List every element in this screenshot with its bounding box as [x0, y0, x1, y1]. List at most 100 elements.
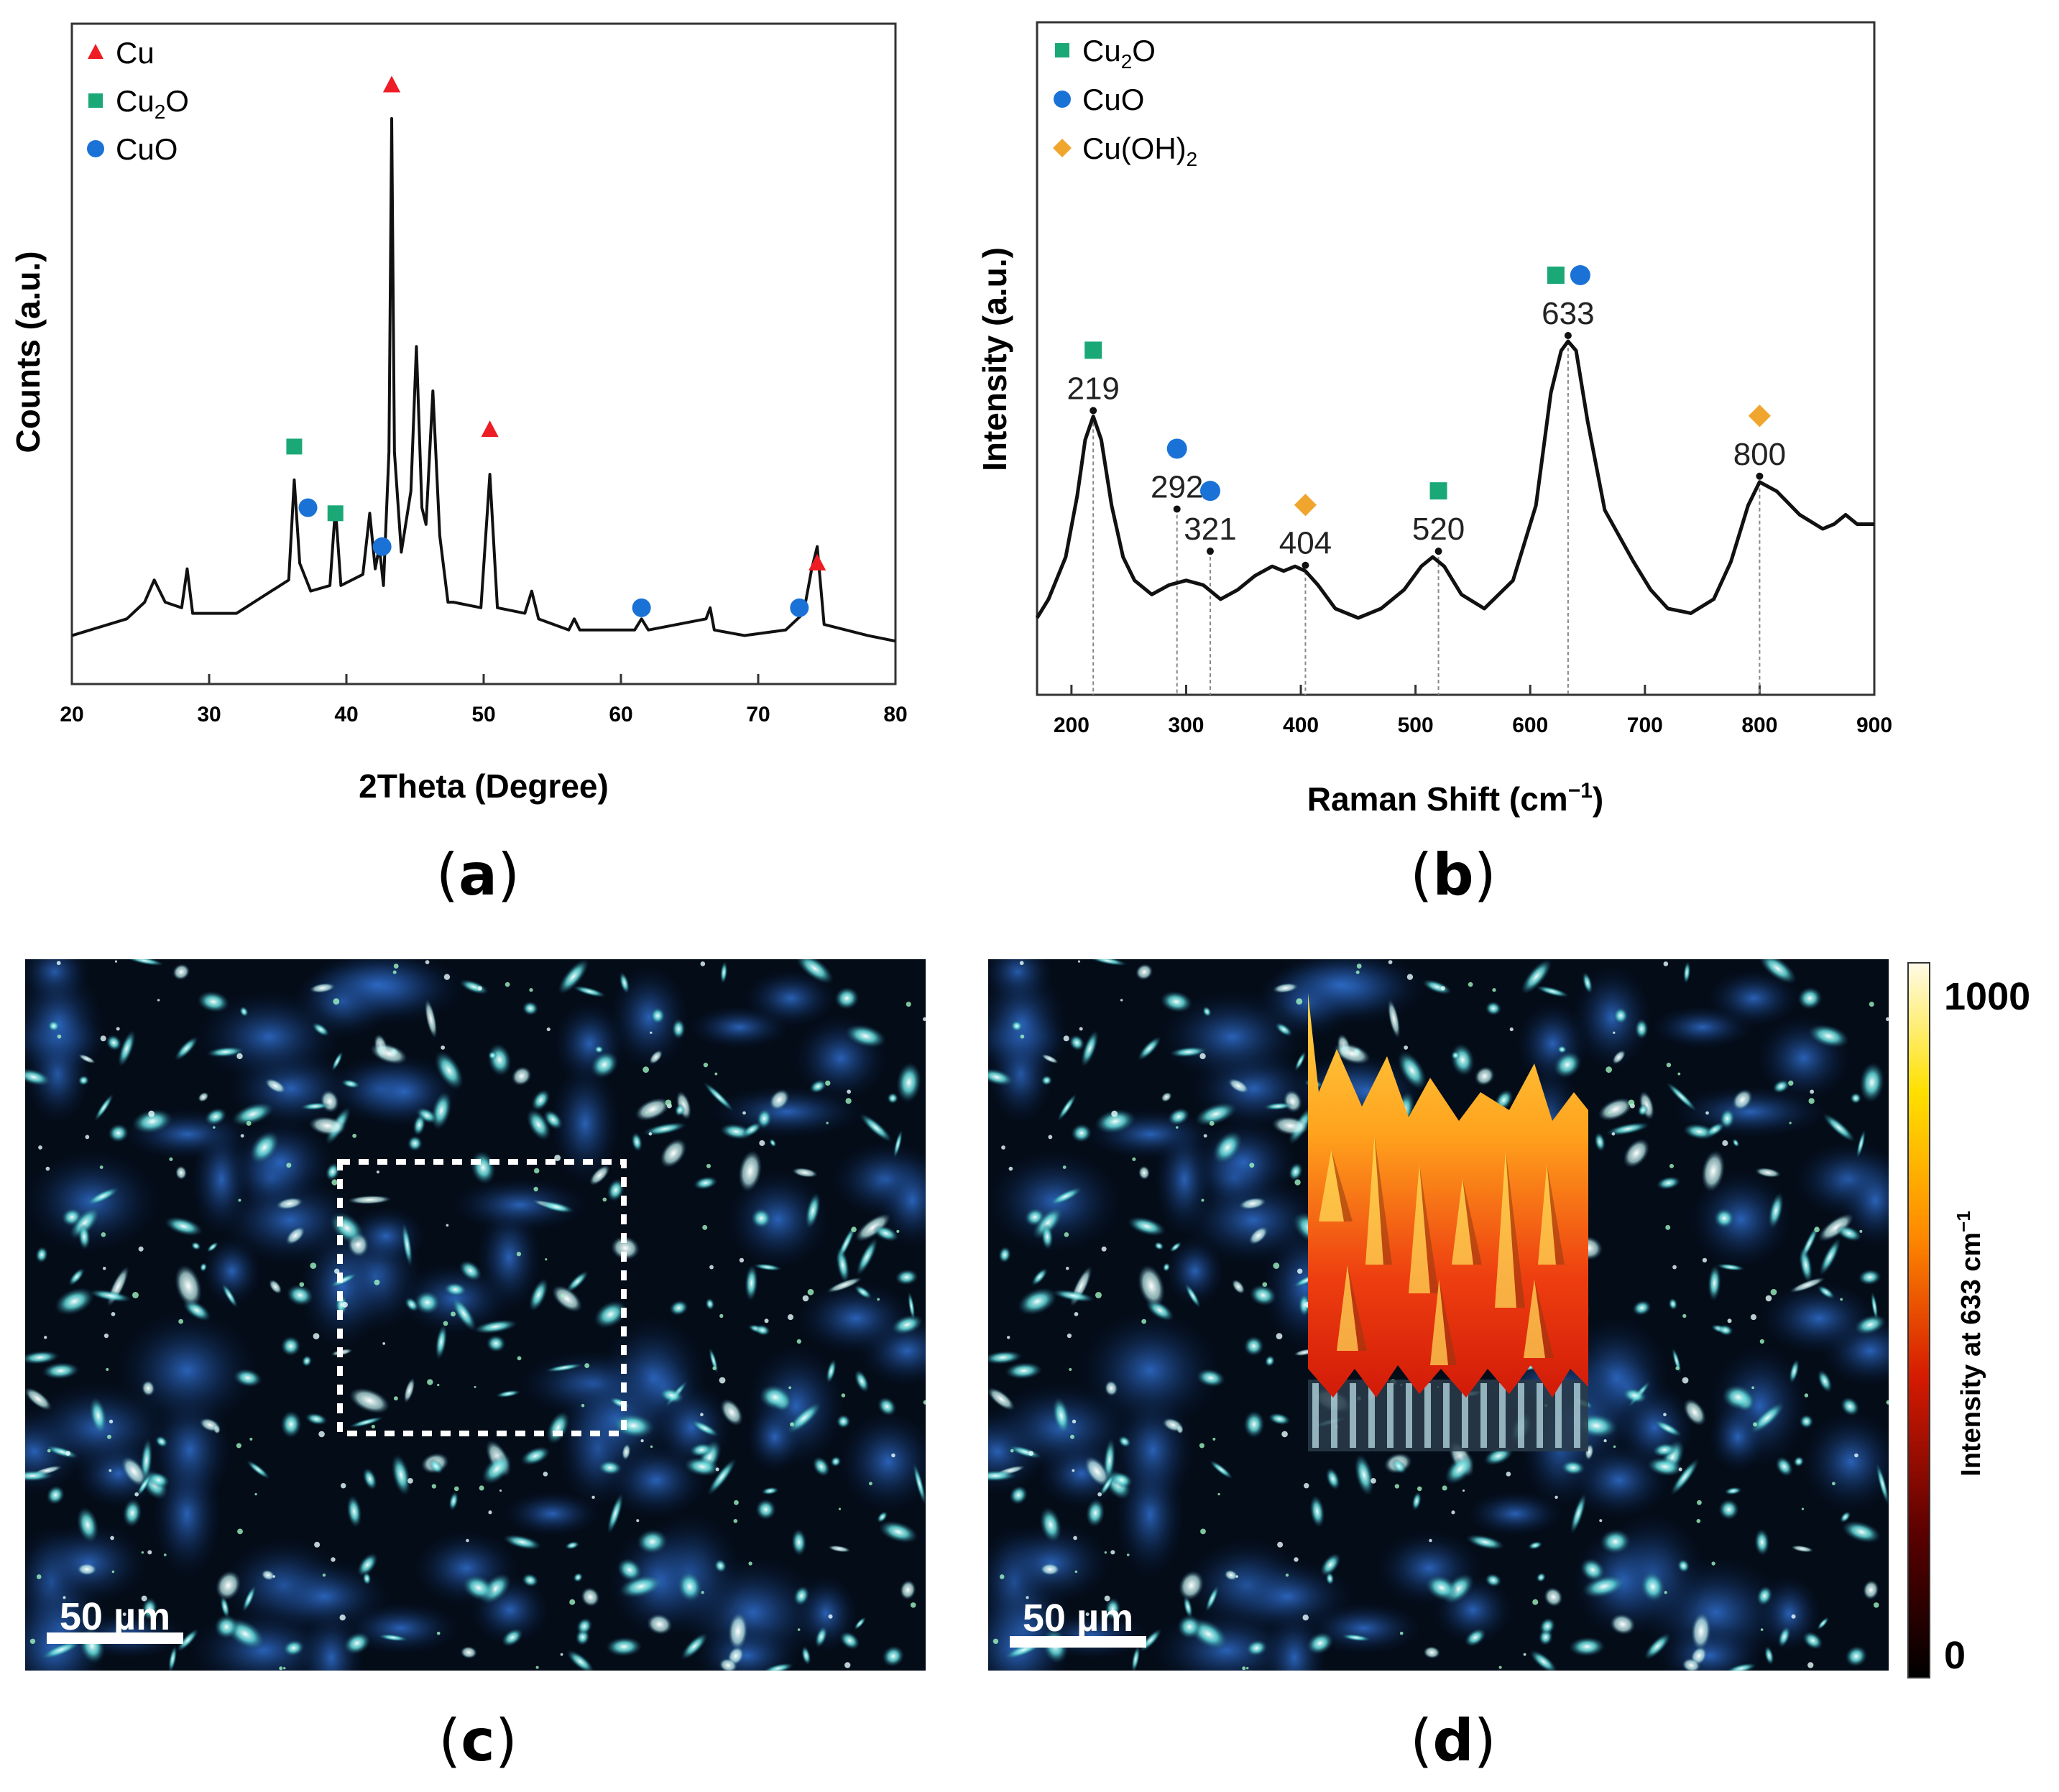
legend-label-main: Cu: [116, 84, 155, 118]
legend-label: Cu2O: [1082, 34, 1156, 73]
phase-marker-square: [327, 505, 344, 522]
colorbar-title: Intensity at 633 cm−1: [1953, 1211, 1986, 1477]
phase-marker-circle: [790, 598, 809, 617]
raman-chart: 200 300 400 500 600 700 800 900 219 292 321 404 520…: [976, 21, 1892, 818]
micrograph-texture: [25, 959, 926, 1671]
micrograph-c: 50 µm: [25, 959, 926, 1671]
x-tick-label: 800: [1741, 713, 1777, 737]
x-tick-label: 30: [197, 703, 221, 726]
peak-label: 321: [1184, 512, 1236, 547]
legend-label-end: O: [1132, 34, 1156, 68]
peak-marker-circle: [1570, 265, 1590, 285]
peak-marker-circle: [1199, 481, 1220, 502]
peak-dot: [1090, 407, 1097, 415]
selection-box: [337, 1159, 627, 1436]
colorbar-max-label: 1000: [1944, 975, 2030, 1018]
legend-label-main: Cu: [116, 36, 155, 70]
legend-label-sub: 2: [1121, 50, 1133, 73]
plot-frame: [1036, 21, 1876, 696]
x-tick-label: 700: [1627, 713, 1663, 737]
colorbar-title-main: Intensity at 633 cm: [1956, 1232, 1986, 1477]
peak-label: 800: [1733, 437, 1786, 472]
panel-label-a: (a): [436, 841, 520, 908]
x-tick-label: 70: [746, 703, 770, 726]
peak-marker-square: [1547, 267, 1565, 284]
colorbar-title-sup: −1: [1953, 1211, 1974, 1232]
x-tick-label: 600: [1512, 713, 1548, 737]
legend-label-main: CuO: [116, 132, 178, 166]
legend-marker-diamond: [1053, 139, 1072, 157]
x-tick-label: 60: [609, 703, 632, 726]
legend-marker-square: [1055, 43, 1069, 57]
panel-label-c: (c): [438, 1707, 517, 1774]
phase-marker-square: [286, 438, 303, 455]
legend-label-sub: 2: [1187, 148, 1198, 170]
x-tick-label: 50: [471, 703, 495, 726]
x-axis: 200 300 400 500 600 700 800 900: [1054, 685, 1892, 737]
colorbar-min-label: 0: [1944, 1634, 1966, 1677]
legend-label: Cu: [116, 36, 155, 70]
legend-label: CuO: [116, 132, 178, 166]
legend-marker-square: [88, 93, 103, 108]
surface-detail: [1319, 1135, 1565, 1365]
peak-label: 520: [1412, 512, 1465, 547]
x-axis-title: 2Theta (Degree): [359, 767, 609, 805]
peak-label: 219: [1067, 371, 1119, 406]
micrograph-d: 50 µm: [988, 959, 1889, 1671]
legend-label-main: CuO: [1082, 83, 1144, 116]
phase-markers: [286, 75, 826, 617]
peak-annotations: 219 292 321 404 520 633 800: [1067, 265, 1786, 569]
legend-marker-triangle: [88, 44, 103, 59]
scale-bar-label: 50 µm: [60, 1595, 170, 1638]
x-axis-title: Raman Shift (cm−1): [1307, 779, 1604, 818]
x-tick-label: 500: [1398, 713, 1434, 737]
legend-label: CuO: [1082, 83, 1144, 116]
legend-label-main: Cu: [1082, 34, 1121, 68]
peak-label: 633: [1542, 296, 1594, 331]
x-axis: 20 30 40 50 60 70 80: [60, 674, 908, 726]
panel-label-d: (d): [1410, 1707, 1496, 1774]
x-tick-label: 20: [60, 703, 83, 726]
legend-label-sub: 2: [155, 101, 166, 123]
x-axis-title-sup: −1: [1568, 779, 1593, 803]
peak-label: 292: [1151, 469, 1203, 504]
peak-marker-diamond: [1294, 494, 1317, 517]
x-tick-label: 200: [1054, 713, 1090, 737]
y-axis-title: Intensity (a.u.): [976, 247, 1013, 471]
colorbar: 1000 0 Intensity at 633 cm−1: [1907, 962, 2030, 1678]
x-tick-label: 900: [1856, 713, 1892, 737]
legend-label-main: Cu(OH): [1082, 131, 1187, 165]
legend-label: Cu(OH)2: [1082, 131, 1197, 170]
phase-marker-circle: [372, 537, 392, 556]
peak-label: 404: [1279, 526, 1332, 561]
phase-marker-triangle: [481, 420, 499, 438]
scale-bar: [1010, 1636, 1146, 1648]
peak-drop-lines: [1092, 341, 1761, 695]
peak-dot: [1756, 472, 1764, 480]
peak-marker-diamond: [1748, 405, 1772, 428]
x-axis-title-end: ): [1593, 780, 1603, 818]
phase-marker-triangle: [809, 553, 826, 571]
panel-label-b: (b): [1410, 841, 1496, 908]
peak-dot: [1302, 561, 1309, 569]
peak-marker-square: [1429, 482, 1447, 500]
legend-label: Cu2O: [116, 84, 189, 123]
peak-dot: [1206, 548, 1214, 555]
surface-base-stripes: [1312, 1383, 1580, 1448]
legend-label-end: O: [165, 84, 189, 118]
scale-bar-label: 50 µm: [1023, 1597, 1133, 1640]
xrd-pattern-line: [71, 117, 896, 643]
x-tick-label: 400: [1283, 713, 1319, 737]
raman-intensity-surface: [1308, 993, 1588, 1451]
raman-spectrum-line: [1035, 339, 1874, 620]
peak-dot: [1434, 548, 1442, 555]
peak-dot: [1564, 332, 1572, 339]
colorbar-gradient: [1907, 962, 1930, 1678]
y-axis-title: Counts (a.u.): [9, 251, 47, 453]
phase-marker-circle: [298, 498, 318, 517]
peak-marker-square: [1084, 341, 1102, 359]
